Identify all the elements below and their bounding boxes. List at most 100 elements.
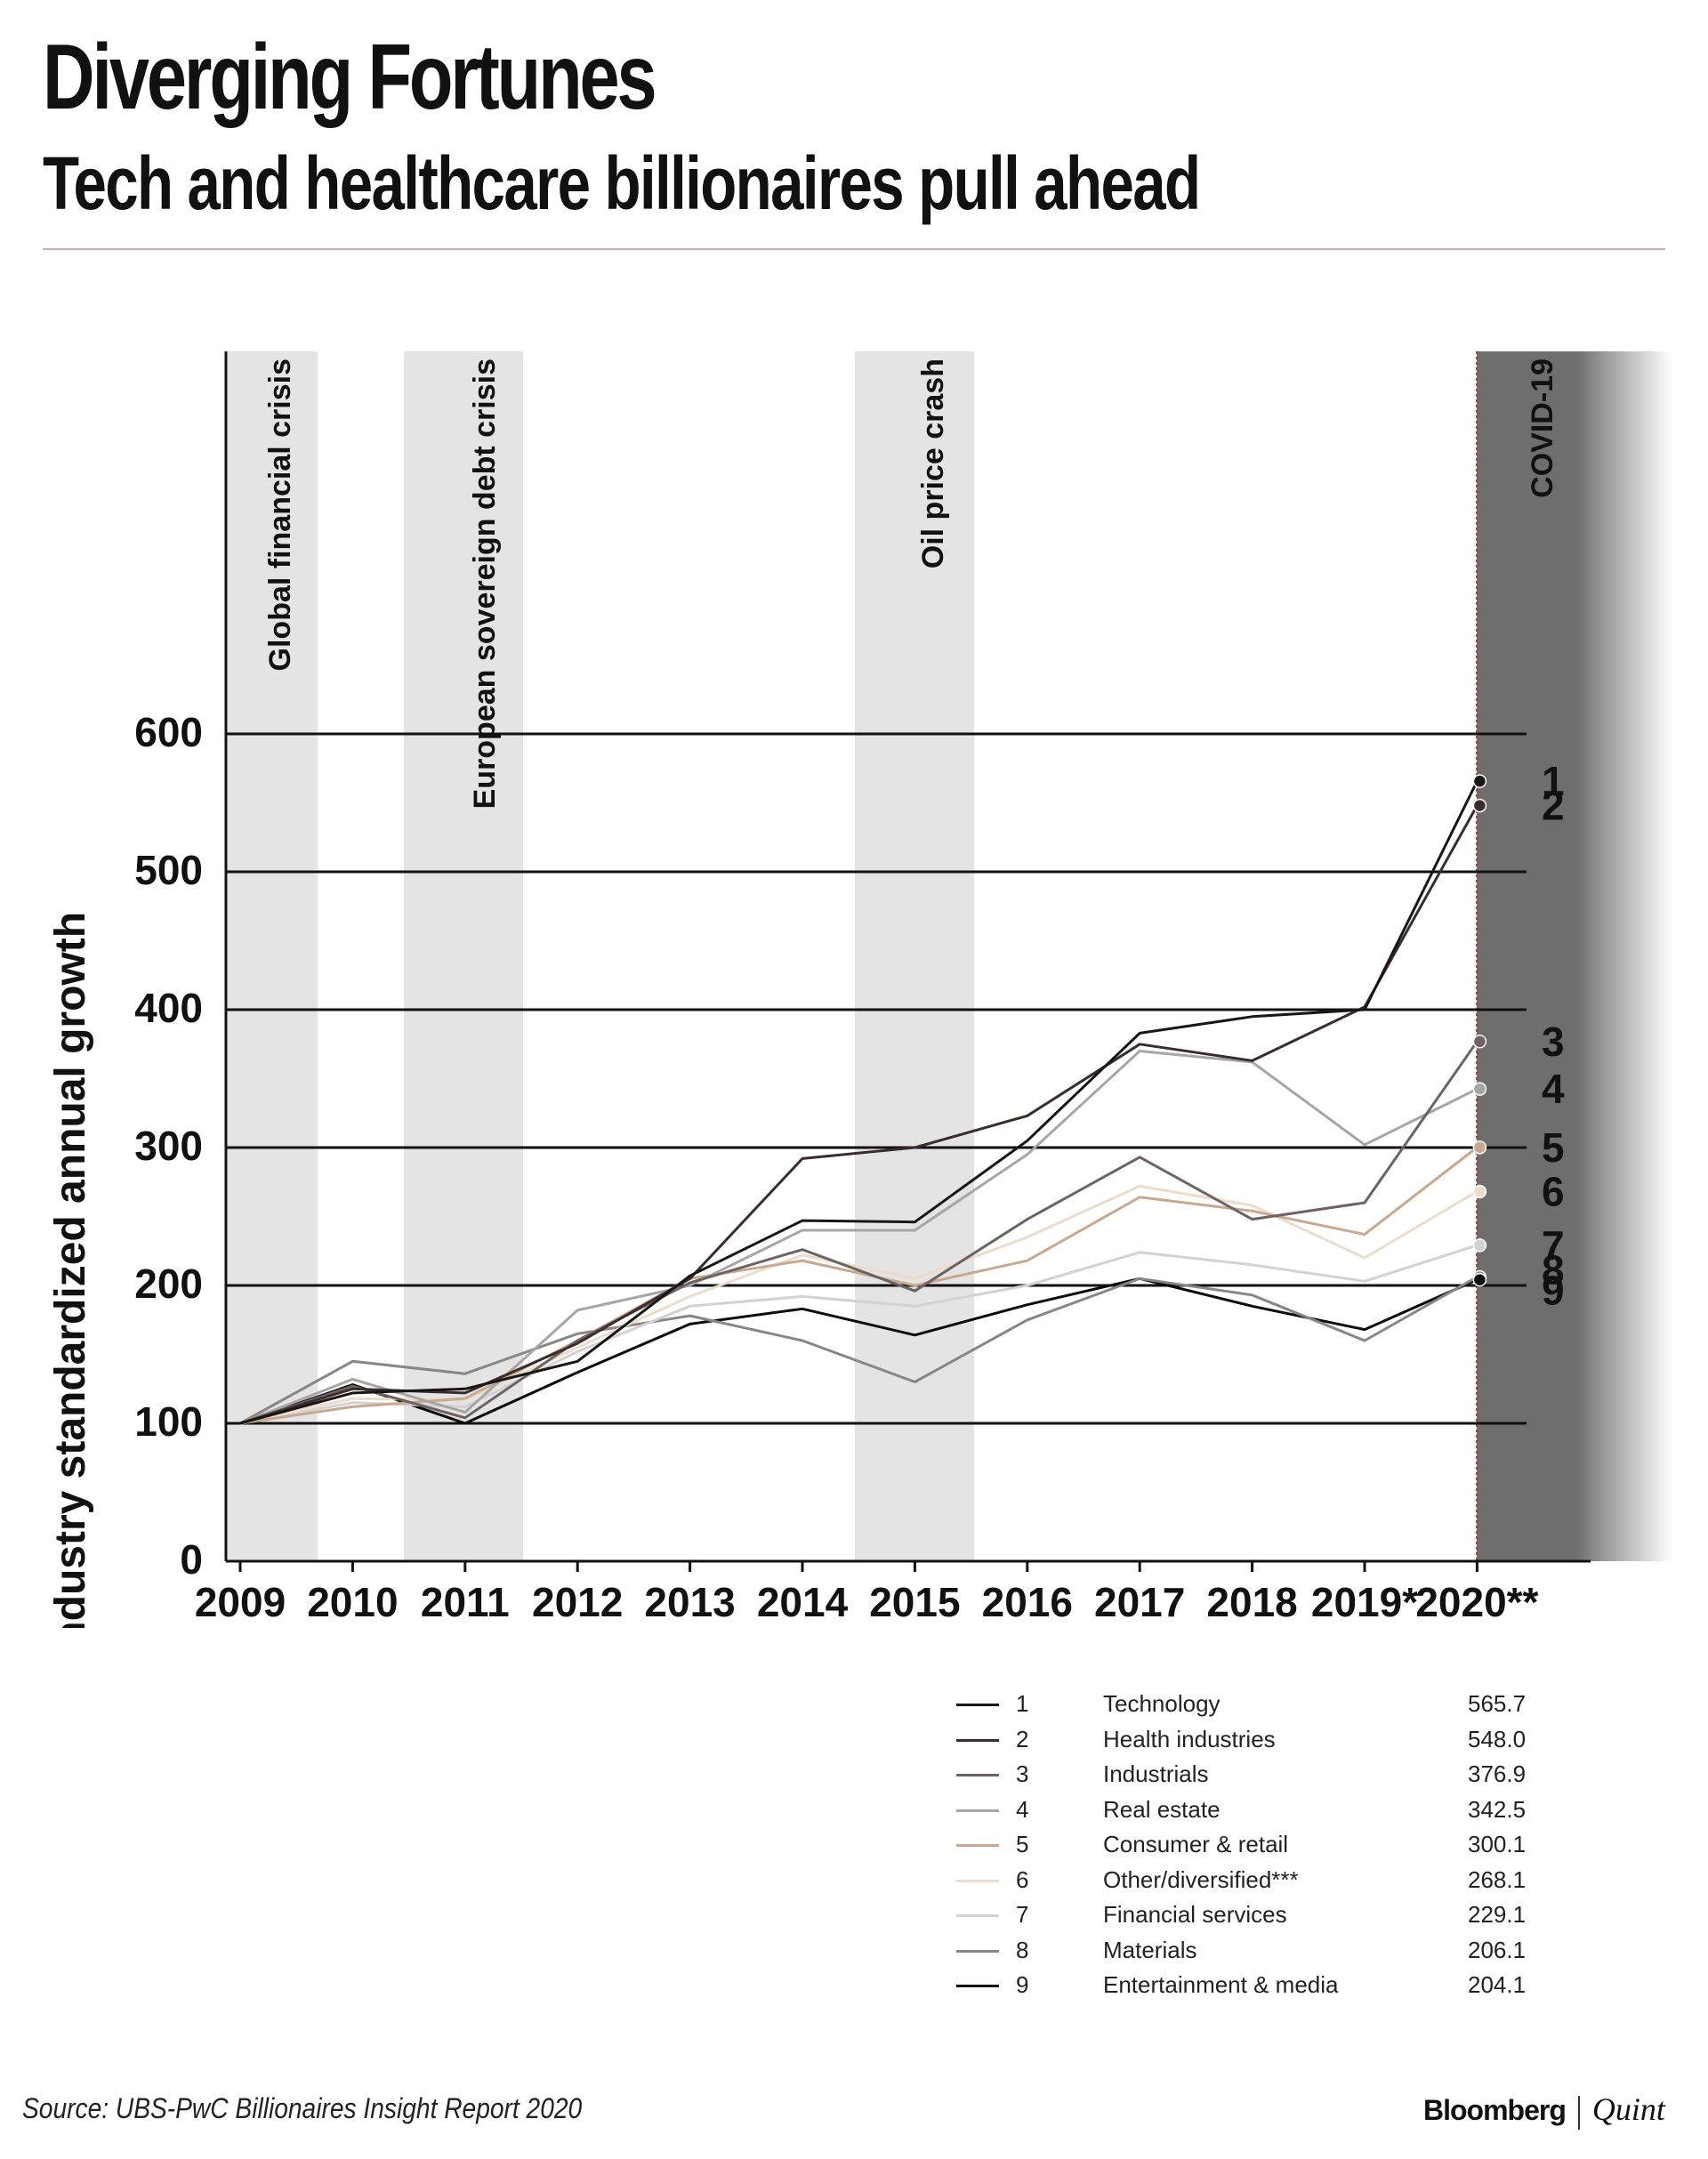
- legend-swatch: [956, 1914, 999, 1917]
- brand-bloomberg: Bloomberg: [1423, 2094, 1567, 2126]
- brand-logo: Bloomberg Quint: [1423, 2091, 1665, 2130]
- legend-value: 565.7: [1468, 1690, 1527, 1717]
- x-tick-label: 2017: [1094, 1579, 1185, 1625]
- legend-item: 5 Consumer & retail 300.1: [956, 1829, 1579, 1865]
- x-tick-label: 2016: [982, 1579, 1073, 1625]
- legend-value: 268.1: [1468, 1865, 1527, 1893]
- page-title: Diverging Fortunes: [43, 26, 657, 129]
- x-tick-label: 2012: [532, 1579, 623, 1625]
- event-band-label: Global financial crisis: [263, 358, 297, 671]
- legend-name: Real estate: [1103, 1795, 1221, 1823]
- brand-quint: Quint: [1591, 2091, 1665, 2127]
- legend-item: 6 Other/diversified*** 268.1: [956, 1865, 1579, 1900]
- end-marker-6: [1472, 1184, 1487, 1199]
- series-line-2: [239, 804, 1478, 1425]
- legend-item: 8 Materials 206.1: [956, 1935, 1579, 1970]
- series-rank-label: 1: [1542, 758, 1565, 804]
- series-rank-label: 9: [1542, 1268, 1565, 1314]
- legend-item: 3 Industrials 376.9: [956, 1759, 1579, 1794]
- legend-swatch: [956, 1844, 999, 1847]
- legend-value: 548.0: [1468, 1725, 1527, 1752]
- legend-rank: 5: [1016, 1831, 1029, 1857]
- brand-separator: [1577, 2095, 1580, 2130]
- x-tick-label: 2015: [869, 1579, 960, 1625]
- source-note: Source: UBS-PwC Billionaires Insight Rep…: [22, 2092, 583, 2124]
- x-tick-label: 2019*: [1311, 1579, 1418, 1625]
- legend-swatch: [956, 1704, 999, 1706]
- legend-name: Entertainment & media: [1103, 1971, 1339, 1998]
- series-rank-label: 5: [1542, 1124, 1565, 1171]
- end-marker-5: [1472, 1140, 1487, 1155]
- event-band: [1477, 351, 1575, 1561]
- line-chart: 0 100 200 300 400 500 600 2009 2010 2011 2012 2013 2…: [47, 351, 1672, 1628]
- legend-swatch: [956, 1985, 999, 1987]
- legend-rank: 9: [1016, 1971, 1029, 1998]
- end-marker-9: [1472, 1272, 1487, 1287]
- series-line-8: [239, 1276, 1478, 1425]
- end-marker-2: [1472, 798, 1487, 813]
- series-line-9: [239, 1277, 1478, 1425]
- series-rank-label: 7: [1542, 1222, 1565, 1269]
- legend-value: 204.1: [1468, 1971, 1527, 1998]
- legend-value: 376.9: [1468, 1760, 1527, 1787]
- x-tick-label: 2020**: [1415, 1579, 1538, 1625]
- legend-name: Industrials: [1103, 1760, 1209, 1787]
- y-axis-title: Industry standardized annual growth: [47, 912, 94, 1628]
- y-tick-label: 200: [134, 1261, 203, 1307]
- legend-item: 4 Real estate 342.5: [956, 1794, 1579, 1830]
- x-tick-label: 2014: [757, 1579, 849, 1625]
- covid-band-fade: [1575, 351, 1672, 1561]
- legend-rank: 8: [1016, 1936, 1029, 1963]
- legend-value: 206.1: [1468, 1936, 1527, 1963]
- y-tick-label: 500: [134, 847, 203, 893]
- legend-rank: 6: [1016, 1865, 1029, 1893]
- series-rank-label: 8: [1542, 1247, 1565, 1293]
- end-marker-3: [1472, 1035, 1487, 1049]
- legend-item: 2 Health industries 548.0: [956, 1724, 1579, 1760]
- legend-swatch: [956, 1738, 999, 1742]
- legend-rank: 1: [1016, 1690, 1029, 1717]
- legend-name: Other/diversified***: [1103, 1865, 1299, 1893]
- x-tick-label: 2009: [195, 1579, 286, 1625]
- legend-item: 1 Technology 565.7: [956, 1688, 1579, 1724]
- series-rank-label: 3: [1542, 1019, 1565, 1065]
- chart-legend: 1 Technology 565.7 2 Health industries 548.0 3…: [956, 1688, 1579, 2005]
- event-band-label: Oil price crash: [916, 358, 950, 568]
- y-tick-label: 100: [134, 1398, 203, 1445]
- event-band: [228, 351, 318, 1561]
- end-marker-1: [1472, 774, 1487, 788]
- end-marker-7: [1472, 1238, 1487, 1253]
- legend-swatch: [956, 1774, 999, 1776]
- legend-name: Technology: [1103, 1690, 1221, 1717]
- y-tick-label: 300: [134, 1123, 203, 1169]
- legend-item: 9 Entertainment & media 204.1: [956, 1970, 1579, 2005]
- legend-rank: 2: [1016, 1725, 1029, 1752]
- legend-name: Health industries: [1103, 1725, 1276, 1752]
- series-line-5: [239, 1146, 1478, 1425]
- y-tick-label: 600: [134, 709, 203, 755]
- page-subtitle: Tech and healthcare billionaires pull ah…: [43, 141, 1201, 225]
- x-tick-label: 2013: [644, 1579, 735, 1625]
- series-line-3: [239, 1040, 1478, 1425]
- end-marker-4: [1472, 1082, 1487, 1096]
- legend-rank: 3: [1016, 1760, 1029, 1787]
- legend-swatch: [956, 1949, 999, 1953]
- legend-swatch: [956, 1879, 999, 1882]
- legend-rank: 7: [1016, 1901, 1029, 1928]
- legend-value: 229.1: [1468, 1901, 1527, 1928]
- legend-rank: 4: [1016, 1795, 1029, 1823]
- x-tick-label: 2010: [307, 1579, 398, 1625]
- x-tick-label: 2011: [421, 1579, 510, 1625]
- series-rank-label: 6: [1542, 1168, 1565, 1214]
- title-divider: [43, 248, 1665, 250]
- legend-swatch: [956, 1809, 999, 1812]
- event-band-label: COVID-19: [1526, 358, 1559, 498]
- series-line-1: [239, 780, 1478, 1425]
- event-band-label: European sovereign debt crisis: [468, 358, 502, 809]
- event-band: [855, 351, 974, 1561]
- legend-name: Materials: [1103, 1936, 1197, 1963]
- series-rank-label: 4: [1542, 1066, 1565, 1112]
- y-tick-label: 400: [134, 985, 203, 1031]
- x-tick-label: 2018: [1206, 1579, 1297, 1625]
- legend-name: Financial services: [1103, 1901, 1287, 1928]
